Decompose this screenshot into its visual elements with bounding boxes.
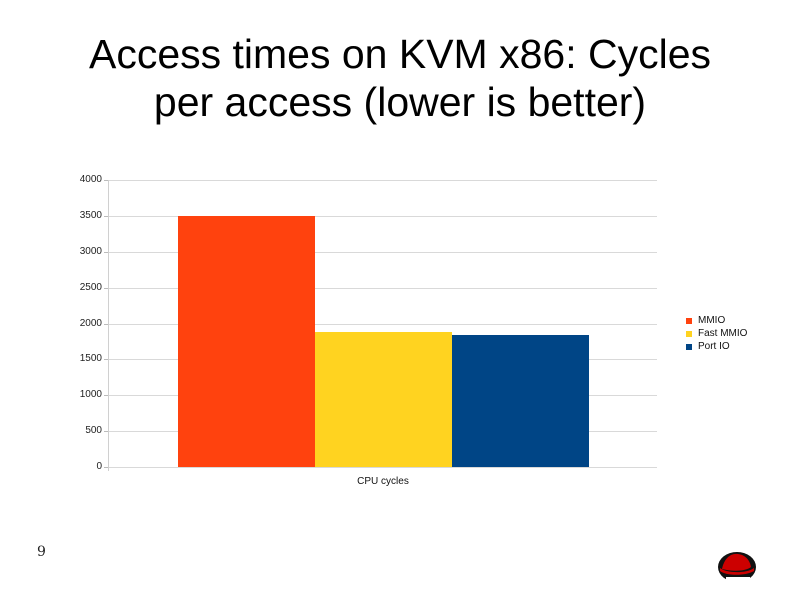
- legend-swatch-fast-mmio: [686, 330, 692, 337]
- page-number: 9: [37, 544, 46, 560]
- y-tick-mark: [104, 288, 108, 289]
- x-axis-category-label: CPU cycles: [357, 476, 409, 487]
- y-tick-mark: [104, 180, 108, 181]
- y-tick-label: 3000: [79, 246, 102, 257]
- gridline: [108, 288, 657, 289]
- y-tick-mark: [104, 395, 108, 396]
- y-tick-label: 1500: [79, 353, 102, 364]
- legend-item-port-io: Port IO: [686, 340, 747, 353]
- y-tick-mark: [104, 467, 108, 468]
- slide-title-line-2: per access (lower is better): [153, 79, 647, 125]
- red-hat-logo-icon: [716, 547, 758, 583]
- chart-legend: MMIO Fast MMIO Port IO: [686, 314, 747, 353]
- gridline: [108, 324, 657, 325]
- gridline: [108, 252, 657, 253]
- gridline: [108, 216, 657, 217]
- legend-label-mmio: MMIO: [698, 315, 726, 326]
- bar-mmio: [178, 215, 315, 467]
- legend-label-fast-mmio: Fast MMIO: [698, 328, 748, 339]
- legend-swatch-port-io: [686, 343, 692, 350]
- y-tick-label: 1000: [79, 389, 102, 400]
- gridline: [108, 467, 657, 468]
- legend-label-port-io: Port IO: [698, 341, 730, 352]
- legend-swatch-mmio: [686, 317, 692, 324]
- slide-title: Access times on KVM x86: Cycles per acce…: [0, 30, 800, 126]
- y-tick-mark: [104, 324, 108, 325]
- y-tick-label: 0: [96, 461, 102, 472]
- legend-item-fast-mmio: Fast MMIO: [686, 327, 747, 340]
- y-tick-mark: [104, 359, 108, 360]
- y-tick-label: 500: [85, 425, 102, 436]
- y-tick-label: 4000: [79, 174, 102, 185]
- y-axis-line: [108, 180, 109, 471]
- y-tick-mark: [104, 252, 108, 253]
- legend-item-mmio: MMIO: [686, 314, 747, 327]
- bar-port-io: [452, 334, 589, 467]
- y-tick-mark: [104, 431, 108, 432]
- y-tick-mark: [104, 216, 108, 217]
- y-tick-label: 2000: [79, 318, 102, 329]
- slide-title-line-1: Access times on KVM x86: Cycles: [88, 31, 712, 77]
- gridline: [108, 180, 657, 181]
- bar-fast-mmio: [315, 332, 452, 467]
- y-tick-label: 3500: [79, 210, 102, 221]
- y-tick-label: 2500: [79, 282, 102, 293]
